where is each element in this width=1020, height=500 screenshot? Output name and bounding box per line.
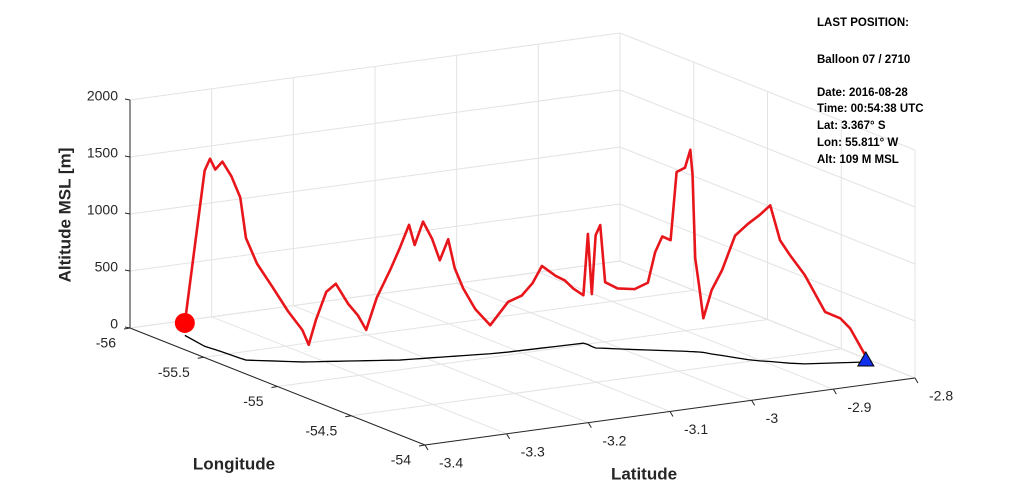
annotation-line: Lat: 3.367° S (817, 120, 886, 132)
z-tick (124, 269, 131, 272)
z-tick-label: 1000 (87, 202, 118, 218)
z-tick (124, 98, 131, 101)
y-tick-label: -55 (243, 393, 263, 409)
z-tick-label: 500 (95, 259, 119, 275)
annotation: LAST POSITION: Balloon 07 / 2710 Date: 201… (817, 17, 924, 166)
grid-line (203, 289, 694, 358)
annotation-line: Date: 2016-08-28 (817, 87, 908, 99)
x-tick (914, 377, 919, 384)
y-tick (197, 356, 204, 359)
z-tick (124, 155, 131, 158)
x-tick-label: -3.2 (602, 432, 626, 448)
x-tick-label: -2.8 (929, 388, 953, 404)
y-tick (123, 327, 131, 330)
x-tick (424, 444, 429, 451)
axes: 0 500 1000 1500 2000 -56 -55.5 -55 -54.5 -54 -3.4 -… (87, 88, 953, 471)
z-tick-label: 2000 (87, 88, 118, 104)
flight-path (183, 148, 867, 357)
y-tick-label: -56 (96, 335, 116, 351)
x-tick-label: -3.1 (684, 421, 708, 437)
annotation-line: Lon: 55.811° W (817, 137, 898, 149)
annotation-line: Alt: 109 M MSL (817, 154, 899, 166)
y-tick (271, 386, 278, 388)
start-marker (856, 350, 875, 367)
x-tick (587, 422, 592, 428)
x-tick (669, 411, 674, 417)
plot-area (174, 148, 875, 367)
y-axis-label: Longitude (193, 454, 275, 473)
ground-track (184, 334, 866, 365)
y-tick-label: -54 (391, 452, 411, 468)
z-axis-label: Altitude MSL [m] (55, 148, 74, 283)
x-tick (751, 400, 756, 406)
grid-line (277, 319, 768, 387)
x-tick-label: -3.4 (439, 455, 463, 471)
annotation-line: LAST POSITION: (817, 17, 909, 29)
y-tick (345, 415, 352, 418)
z-tick (124, 212, 131, 215)
end-marker (174, 312, 195, 333)
x-axis-label: Latitude (611, 464, 677, 483)
y-tick-label: -54.5 (305, 422, 337, 438)
annotation-line: Time: 00:54:38 UTC (817, 103, 924, 115)
annotation-line: Balloon 07 / 2710 (817, 54, 910, 66)
x-tick (506, 433, 511, 440)
z-tick-label: 1500 (87, 145, 118, 161)
x-tick-label: -3.3 (521, 444, 545, 460)
x-tick (832, 388, 837, 395)
x-tick-label: -2.9 (847, 399, 871, 415)
y-tick-label: -55.5 (158, 364, 190, 380)
z-tick-label: 0 (110, 316, 118, 332)
grid-line (351, 348, 842, 417)
x-tick-label: -3 (766, 410, 779, 426)
y-tick (418, 444, 426, 447)
